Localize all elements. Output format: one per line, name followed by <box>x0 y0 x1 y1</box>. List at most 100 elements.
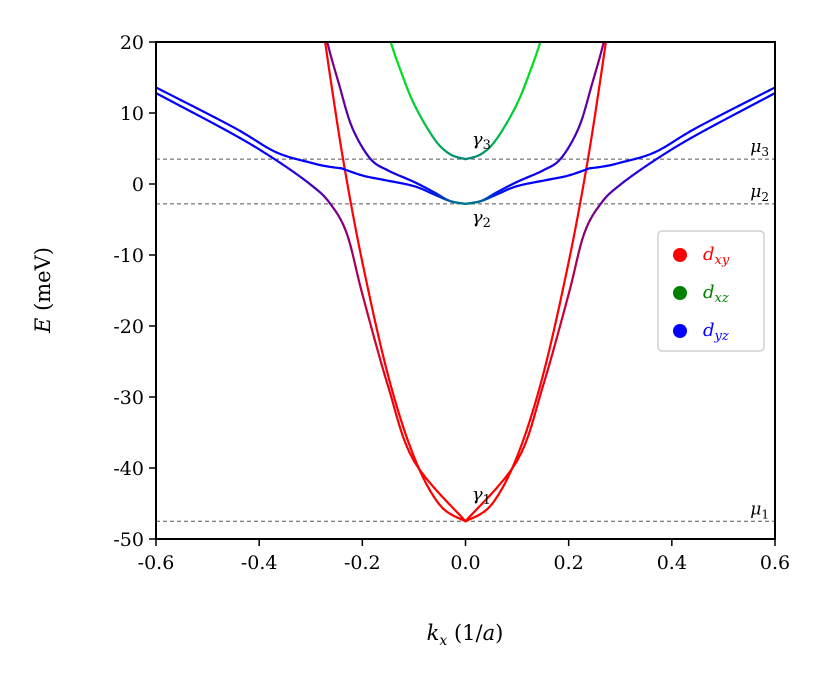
band-segment <box>474 502 484 512</box>
band-segment <box>544 28 545 32</box>
band-segment <box>345 176 350 190</box>
band-segment <box>572 223 578 238</box>
band-segment <box>577 199 582 214</box>
band-segment <box>406 438 412 450</box>
band-segment <box>223 121 235 129</box>
mu-label: μ1 <box>750 499 769 521</box>
band-segment <box>610 7 611 12</box>
band-segment <box>587 143 592 157</box>
band-segment <box>202 117 216 126</box>
band-segment <box>749 93 762 102</box>
band-segment <box>409 447 416 458</box>
band-segment <box>325 30 326 36</box>
band-segment <box>370 326 376 341</box>
band-segment <box>600 63 604 76</box>
band-segment <box>583 165 588 179</box>
band-segment <box>179 105 194 114</box>
band-segment <box>353 223 359 238</box>
band-segment <box>389 35 390 39</box>
band-1-neg <box>156 92 467 523</box>
band-segment <box>541 361 548 377</box>
band-segment <box>323 26 324 34</box>
band-segment <box>352 258 357 269</box>
band-segment <box>609 12 610 18</box>
band-segment <box>349 244 354 254</box>
band-segment <box>705 123 718 131</box>
band-segment <box>749 99 762 108</box>
band-segment <box>558 314 565 329</box>
x-tick-label: 0.4 <box>657 552 687 574</box>
x-tick-label: 0.6 <box>760 552 790 574</box>
band-5-pos <box>464 18 548 161</box>
band-segment <box>541 35 542 39</box>
band-segment <box>589 133 594 146</box>
band-segment <box>515 447 522 458</box>
legend-label: dxz <box>703 282 729 306</box>
band-segment <box>343 165 348 179</box>
band-segment <box>351 211 356 226</box>
band-segment <box>383 374 390 388</box>
band-segment <box>383 16 384 18</box>
gamma-label: γ2 <box>472 207 491 231</box>
band-segment <box>395 415 401 427</box>
band-2-pos <box>588 86 775 170</box>
band-segment <box>213 123 226 131</box>
band-segment <box>364 274 370 292</box>
band-segment <box>538 385 544 398</box>
legend-marker <box>673 248 687 262</box>
band-segment <box>336 122 341 136</box>
band-segment <box>689 126 699 133</box>
y-tick-label: -20 <box>113 316 144 338</box>
band-segment <box>612 0 613 3</box>
band-5-neg <box>383 16 467 161</box>
band-segment <box>447 502 457 512</box>
band-segment <box>590 122 595 136</box>
band-segment <box>380 348 386 365</box>
band-segment <box>366 314 373 329</box>
band-0-pos <box>464 42 607 523</box>
band-segment <box>535 386 541 401</box>
band-segment <box>481 494 491 505</box>
band-segment <box>558 288 564 306</box>
band-segment <box>488 486 499 497</box>
annotations: γ3 γ2 γ1 <box>472 129 491 508</box>
band-segment <box>334 112 339 125</box>
band-segment <box>340 167 345 171</box>
x-tick-label: -0.6 <box>138 552 175 574</box>
band-segment <box>683 130 692 136</box>
y-tick-label: 0 <box>132 174 144 196</box>
band-segment <box>551 338 558 353</box>
band-4-pos <box>464 0 613 205</box>
band-segment <box>535 395 541 408</box>
band-segment <box>611 3 612 7</box>
band-segment <box>767 92 775 98</box>
band-segment <box>595 93 600 106</box>
band-segment <box>239 130 248 136</box>
band-segment <box>161 89 172 97</box>
band-segment <box>575 211 580 226</box>
band-segment <box>715 110 729 119</box>
band-segment <box>202 110 216 119</box>
band-segment <box>387 31 388 35</box>
band-segment <box>726 111 741 120</box>
band-segment <box>425 483 432 492</box>
y-tick-label: 20 <box>120 32 144 54</box>
band-segment <box>190 104 205 113</box>
band-segment <box>422 477 428 486</box>
band-segment <box>597 83 601 96</box>
band-segment <box>328 73 333 86</box>
band-segment <box>737 105 752 114</box>
band-segment <box>605 30 606 36</box>
band-segment <box>358 248 364 264</box>
band-segment <box>519 438 525 450</box>
band-segment <box>564 261 570 277</box>
band-segment <box>575 251 580 262</box>
band-segment <box>547 18 548 21</box>
x-tick-label: -0.4 <box>241 552 278 574</box>
band-segment <box>325 52 330 66</box>
band-segment <box>608 18 609 24</box>
y-tick-label: 10 <box>120 103 144 125</box>
band-segment <box>572 266 577 278</box>
band-segment <box>412 459 421 471</box>
